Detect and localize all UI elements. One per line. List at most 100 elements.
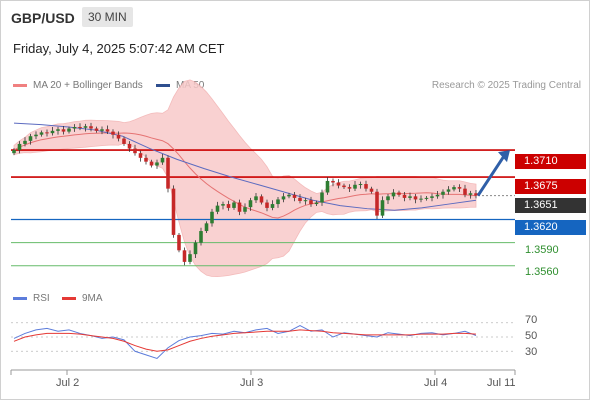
candle-body [435,194,440,197]
candle-body [248,200,253,208]
price-tag-1-3710: 1.3710 [515,154,586,169]
candle-body [441,191,445,195]
rsi-ma9-line [13,329,477,352]
rsi-swatch [13,296,27,300]
candle-body [210,211,214,224]
candle-body [149,161,154,166]
ma9-swatch [62,296,76,300]
candle-body [468,193,473,195]
legend-rsi: RSI [13,293,50,304]
chart-header: GBP/USD 30 MIN [0,0,588,36]
candle-body [17,143,22,151]
candle-body [105,129,110,132]
bollinger-band [13,79,477,278]
candle-body [111,131,115,135]
forecast-arrow-head [498,150,510,163]
candle-body [171,188,176,235]
price-tag-1-3675: 1.3675 [515,179,586,194]
candle-body [347,187,352,189]
candle-body [259,196,264,203]
legend-rsi-label: RSI [33,293,50,304]
candle-body [232,202,236,208]
candle-body [474,193,478,196]
price-label-1-3590: 1.3590 [525,244,559,256]
candle-body [28,136,33,141]
candle-body [226,204,231,208]
x-tick-jul3: Jul 3 [240,377,264,389]
candle-body [215,205,220,212]
candle-body [452,187,456,190]
candle-body [270,204,275,208]
candle-body [127,143,132,149]
candle-body [67,128,71,132]
x-tick-jul2: Jul 2 [56,377,80,389]
chart-datetime: Friday, July 4, 2025 5:07:42 AM CET [13,41,225,56]
candle-body [45,132,49,134]
candle-body [221,204,225,206]
candle-body [182,250,187,262]
candle-body [353,184,357,189]
candle-body [160,157,165,163]
candle-body [298,197,302,201]
candle-body [358,184,363,186]
candle-body [457,187,462,189]
candle-body [50,130,55,134]
candle-body [309,200,313,205]
rsi-tick-50: 50 [525,330,538,342]
candle-body [325,180,330,193]
candle-body [166,157,170,189]
candle-body [386,196,390,201]
candle-body [369,188,374,192]
candle-body [61,129,66,132]
candle-body [72,126,77,129]
candle-body [188,254,192,262]
candle-body [199,231,203,243]
legend-ma9: 9MA [62,293,103,304]
candle-body [265,202,269,208]
candle-body [430,196,434,198]
candle-body [292,194,297,198]
rsi-line [13,325,477,359]
candle-body [144,157,148,162]
candle-body [391,192,396,197]
price-label-1-3560: 1.3560 [525,266,559,278]
rsi-tick-30: 30 [525,346,538,358]
candle-body [138,153,143,158]
candle-body [133,148,137,154]
candle-body [94,128,99,131]
candle-body [419,198,423,200]
candle-body [78,126,82,128]
candle-body [237,202,242,212]
candle-body [89,126,93,129]
candle-body [12,150,16,154]
symbol-title: GBP/USD [11,10,75,26]
candle-body [364,184,368,189]
candle-body [122,138,126,144]
candle-body [336,182,341,186]
candle-body [204,223,209,232]
candle-body [155,162,159,166]
candle-body [34,134,38,137]
ma50-swatch [156,83,170,87]
candle-body [342,185,346,188]
candle-body [375,191,379,216]
candle-body [254,196,258,201]
candle-body [56,129,60,131]
candle-body [314,202,319,205]
candle-body [287,194,291,197]
timeframe-badge[interactable]: 30 MIN [82,7,133,27]
rsi-tick-70: 70 [525,314,538,326]
candle-body [320,192,324,203]
candle-body [380,200,385,216]
legend-ma9-label: 9MA [82,293,103,304]
candle-body [331,180,335,183]
price-tag-1-3620: 1.3620 [515,220,586,235]
candle-body [83,126,88,128]
candle-body [402,194,407,198]
candle-body [408,196,412,198]
x-tick-jul4: Jul 4 [424,377,448,389]
candle-body [39,132,44,135]
candle-body [463,188,467,195]
copyright-text: Research © 2025 Trading Central [431,80,581,91]
